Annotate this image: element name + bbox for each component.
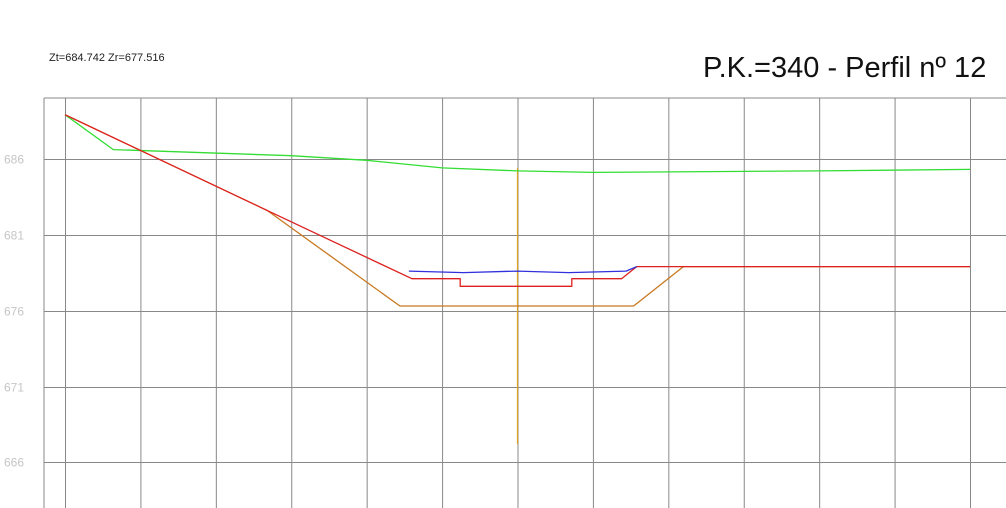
y-tick-label: 686 — [4, 153, 24, 167]
grid — [43, 97, 1006, 508]
road_red-line — [64, 114, 970, 287]
z-readout: Zt=684.742 Zr=677.516 — [49, 52, 165, 64]
y-tick-label: 676 — [4, 305, 24, 319]
y-tick-labels: 686 681 676 671 666 — [4, 153, 24, 470]
y-tick-label: 666 — [4, 456, 24, 470]
profile-lines — [64, 114, 971, 445]
terrain-line — [64, 114, 971, 174]
road_blue-line — [408, 266, 637, 274]
y-tick-label: 681 — [4, 229, 24, 243]
profile-title: P.K.=340 - Perfil nº 12 — [703, 52, 987, 84]
y-tick-label: 671 — [4, 381, 24, 395]
